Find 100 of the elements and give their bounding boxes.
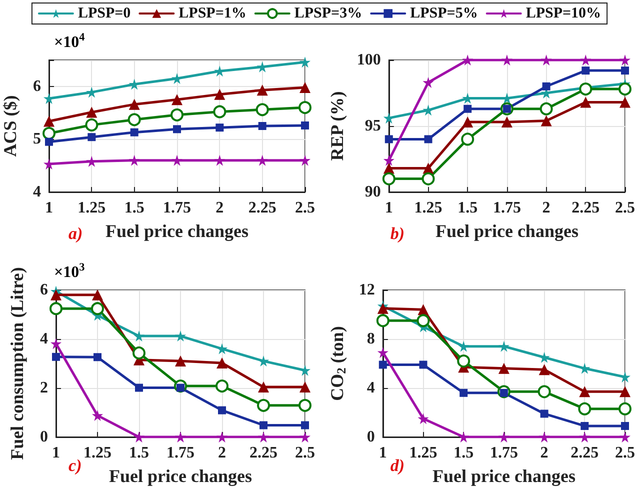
point	[620, 386, 630, 398]
point	[86, 106, 98, 118]
point	[50, 338, 62, 350]
point	[301, 121, 309, 130]
point	[132, 346, 146, 360]
x-tick-label: 1.25	[78, 200, 106, 216]
x-axis-title: Fuel price changes	[106, 221, 248, 241]
x-tick-label: 1.75	[163, 200, 191, 216]
point	[256, 84, 268, 96]
x-axis-title: Fuel price changes	[432, 466, 576, 486]
point	[377, 346, 388, 358]
point	[579, 432, 590, 442]
x-tick-label: 2	[542, 200, 550, 216]
text: a)	[68, 224, 83, 243]
point	[542, 82, 550, 90]
point	[173, 125, 181, 134]
y-axis-title: ACS ($)	[0, 95, 20, 157]
point	[382, 172, 396, 186]
x-tick-label: 1.5	[124, 200, 144, 216]
y-tick-label: 0	[366, 428, 375, 446]
point	[175, 356, 186, 367]
point	[214, 88, 226, 100]
point	[258, 382, 269, 393]
point	[461, 132, 474, 146]
point	[44, 116, 54, 127]
point	[578, 402, 592, 416]
point	[418, 304, 429, 316]
point	[538, 432, 550, 442]
x-tick-label: 2.5	[615, 444, 635, 462]
y-tick-label: 4	[40, 330, 48, 348]
point	[538, 385, 551, 398]
y-axis-title: CO2 (ton)	[327, 326, 348, 401]
point	[422, 104, 434, 116]
point	[300, 82, 310, 93]
y-tick-label: 2	[40, 380, 48, 396]
point	[258, 432, 269, 442]
point	[540, 102, 553, 116]
point	[258, 356, 269, 367]
x-tick-label: 1.25	[414, 200, 442, 216]
y-tick-label: 90	[364, 184, 381, 200]
point	[618, 402, 632, 416]
point	[621, 66, 629, 75]
point	[416, 314, 430, 328]
y-tick-label: 5	[33, 130, 41, 148]
point	[538, 364, 550, 376]
legend-label: LPSP=10%	[526, 6, 602, 22]
point	[498, 432, 510, 442]
x-tick-label: 2.5	[295, 444, 315, 462]
point	[424, 135, 432, 144]
y-tick-label: 12	[358, 282, 375, 298]
point	[383, 154, 394, 166]
point	[301, 421, 309, 430]
point	[216, 343, 228, 354]
point	[298, 398, 312, 412]
point	[498, 362, 510, 374]
x-tick-label: 1	[384, 200, 393, 216]
point	[86, 156, 98, 167]
x-tick-label: 1	[52, 444, 60, 462]
point	[580, 54, 592, 66]
x-tick-label: 2.25	[248, 200, 276, 216]
legend-label: LPSP=1%	[178, 6, 246, 22]
point	[91, 302, 104, 316]
point	[170, 108, 184, 122]
x-tick-label: 1.75	[492, 200, 521, 216]
y-axis-title: Fuel consumption (Litre)	[7, 267, 27, 460]
point	[580, 422, 589, 430]
point	[50, 289, 62, 300]
point	[458, 340, 470, 352]
y-tick-label: 6	[33, 78, 41, 95]
y-tick-label: 95	[364, 118, 381, 134]
text: c)	[68, 456, 82, 475]
point	[579, 82, 592, 96]
x-tick-label: 1.75	[166, 444, 194, 462]
point	[218, 406, 226, 414]
point	[621, 422, 629, 430]
x-tick-label: 1	[378, 444, 387, 462]
point	[128, 113, 141, 126]
point	[213, 105, 226, 118]
point	[216, 124, 224, 132]
point	[540, 410, 548, 418]
point	[128, 98, 140, 110]
point	[620, 54, 630, 66]
x-axis-title: Fuel price changes	[435, 221, 578, 241]
y-tick-label: 6	[40, 282, 48, 298]
y-tick-label: 4	[33, 184, 41, 200]
point	[216, 432, 228, 442]
point	[256, 154, 268, 166]
point	[422, 162, 434, 174]
point	[377, 302, 388, 314]
point	[376, 314, 390, 328]
x-tick-label: 1.5	[454, 444, 474, 462]
point	[175, 330, 186, 342]
point	[85, 118, 98, 132]
x-tick-label: 1.25	[409, 444, 438, 462]
point	[128, 154, 140, 166]
point	[92, 289, 103, 300]
point	[464, 104, 472, 113]
point	[582, 66, 590, 75]
point	[88, 133, 96, 142]
point	[92, 410, 103, 421]
